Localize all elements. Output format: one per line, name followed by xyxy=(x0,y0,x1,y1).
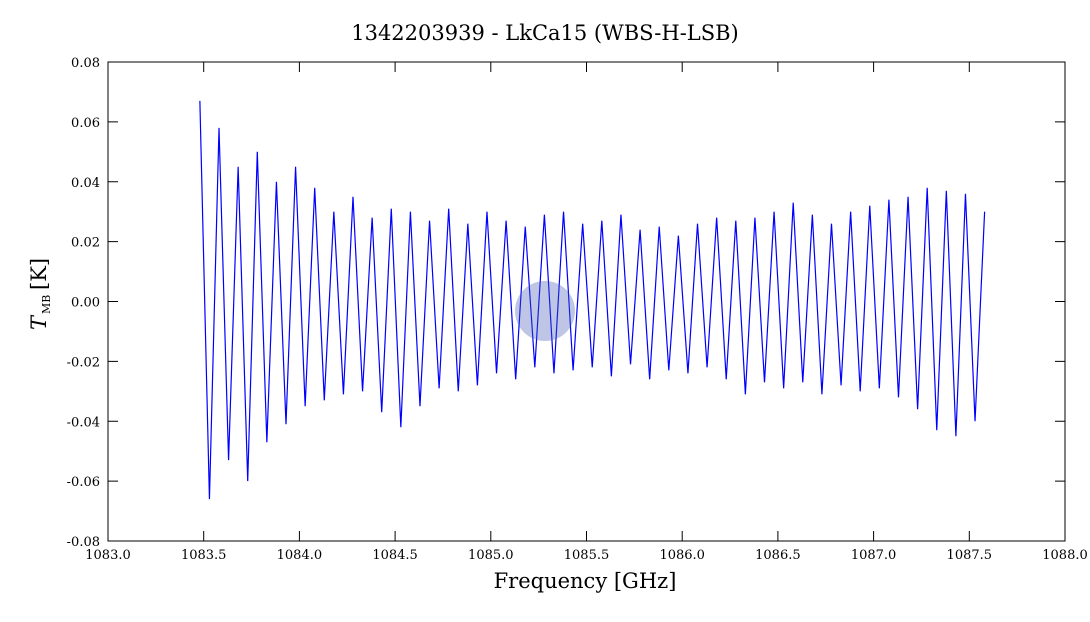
x-tick-label: 1088.0 xyxy=(1042,548,1088,563)
y-tick-label: 0.04 xyxy=(71,176,100,191)
x-tick-label: 1083.0 xyxy=(85,548,131,563)
x-tick-label: 1086.5 xyxy=(755,548,801,563)
y-tick-label: -0.02 xyxy=(67,355,100,370)
x-tick-label: 1087.0 xyxy=(851,548,897,563)
y-label-symbol: T xyxy=(27,314,51,330)
cursor-highlight xyxy=(515,281,575,341)
x-tick-label: 1085.5 xyxy=(564,548,610,563)
x-tick-label: 1084.5 xyxy=(372,548,418,563)
y-tick-label: 0.06 xyxy=(71,116,100,131)
y-tick-label: 0.08 xyxy=(71,56,100,71)
y-tick-label: 0.00 xyxy=(71,296,100,311)
y-tick-label: 0.02 xyxy=(71,236,100,251)
x-tick-label: 1084.0 xyxy=(277,548,323,563)
x-tick-label: 1083.5 xyxy=(181,548,227,563)
y-label-unit: [K] xyxy=(27,258,51,290)
y-tick-label: -0.06 xyxy=(67,475,100,490)
x-axis-label: Frequency [GHz] xyxy=(494,569,677,593)
x-tick-label: 1085.0 xyxy=(468,548,514,563)
x-tick-label: 1086.0 xyxy=(659,548,705,563)
chart-title: 1342203939 - LkCa15 (WBS-H-LSB) xyxy=(351,21,739,45)
y-tick-label: -0.04 xyxy=(67,415,100,430)
plot-frame xyxy=(107,61,1066,542)
y-tick-label: -0.08 xyxy=(67,535,100,550)
x-tick-label: 1087.5 xyxy=(947,548,993,563)
y-axis-label: T MB [K] xyxy=(27,258,53,330)
y-label-subscript: MB xyxy=(40,295,53,314)
spectrum-line xyxy=(199,100,986,500)
